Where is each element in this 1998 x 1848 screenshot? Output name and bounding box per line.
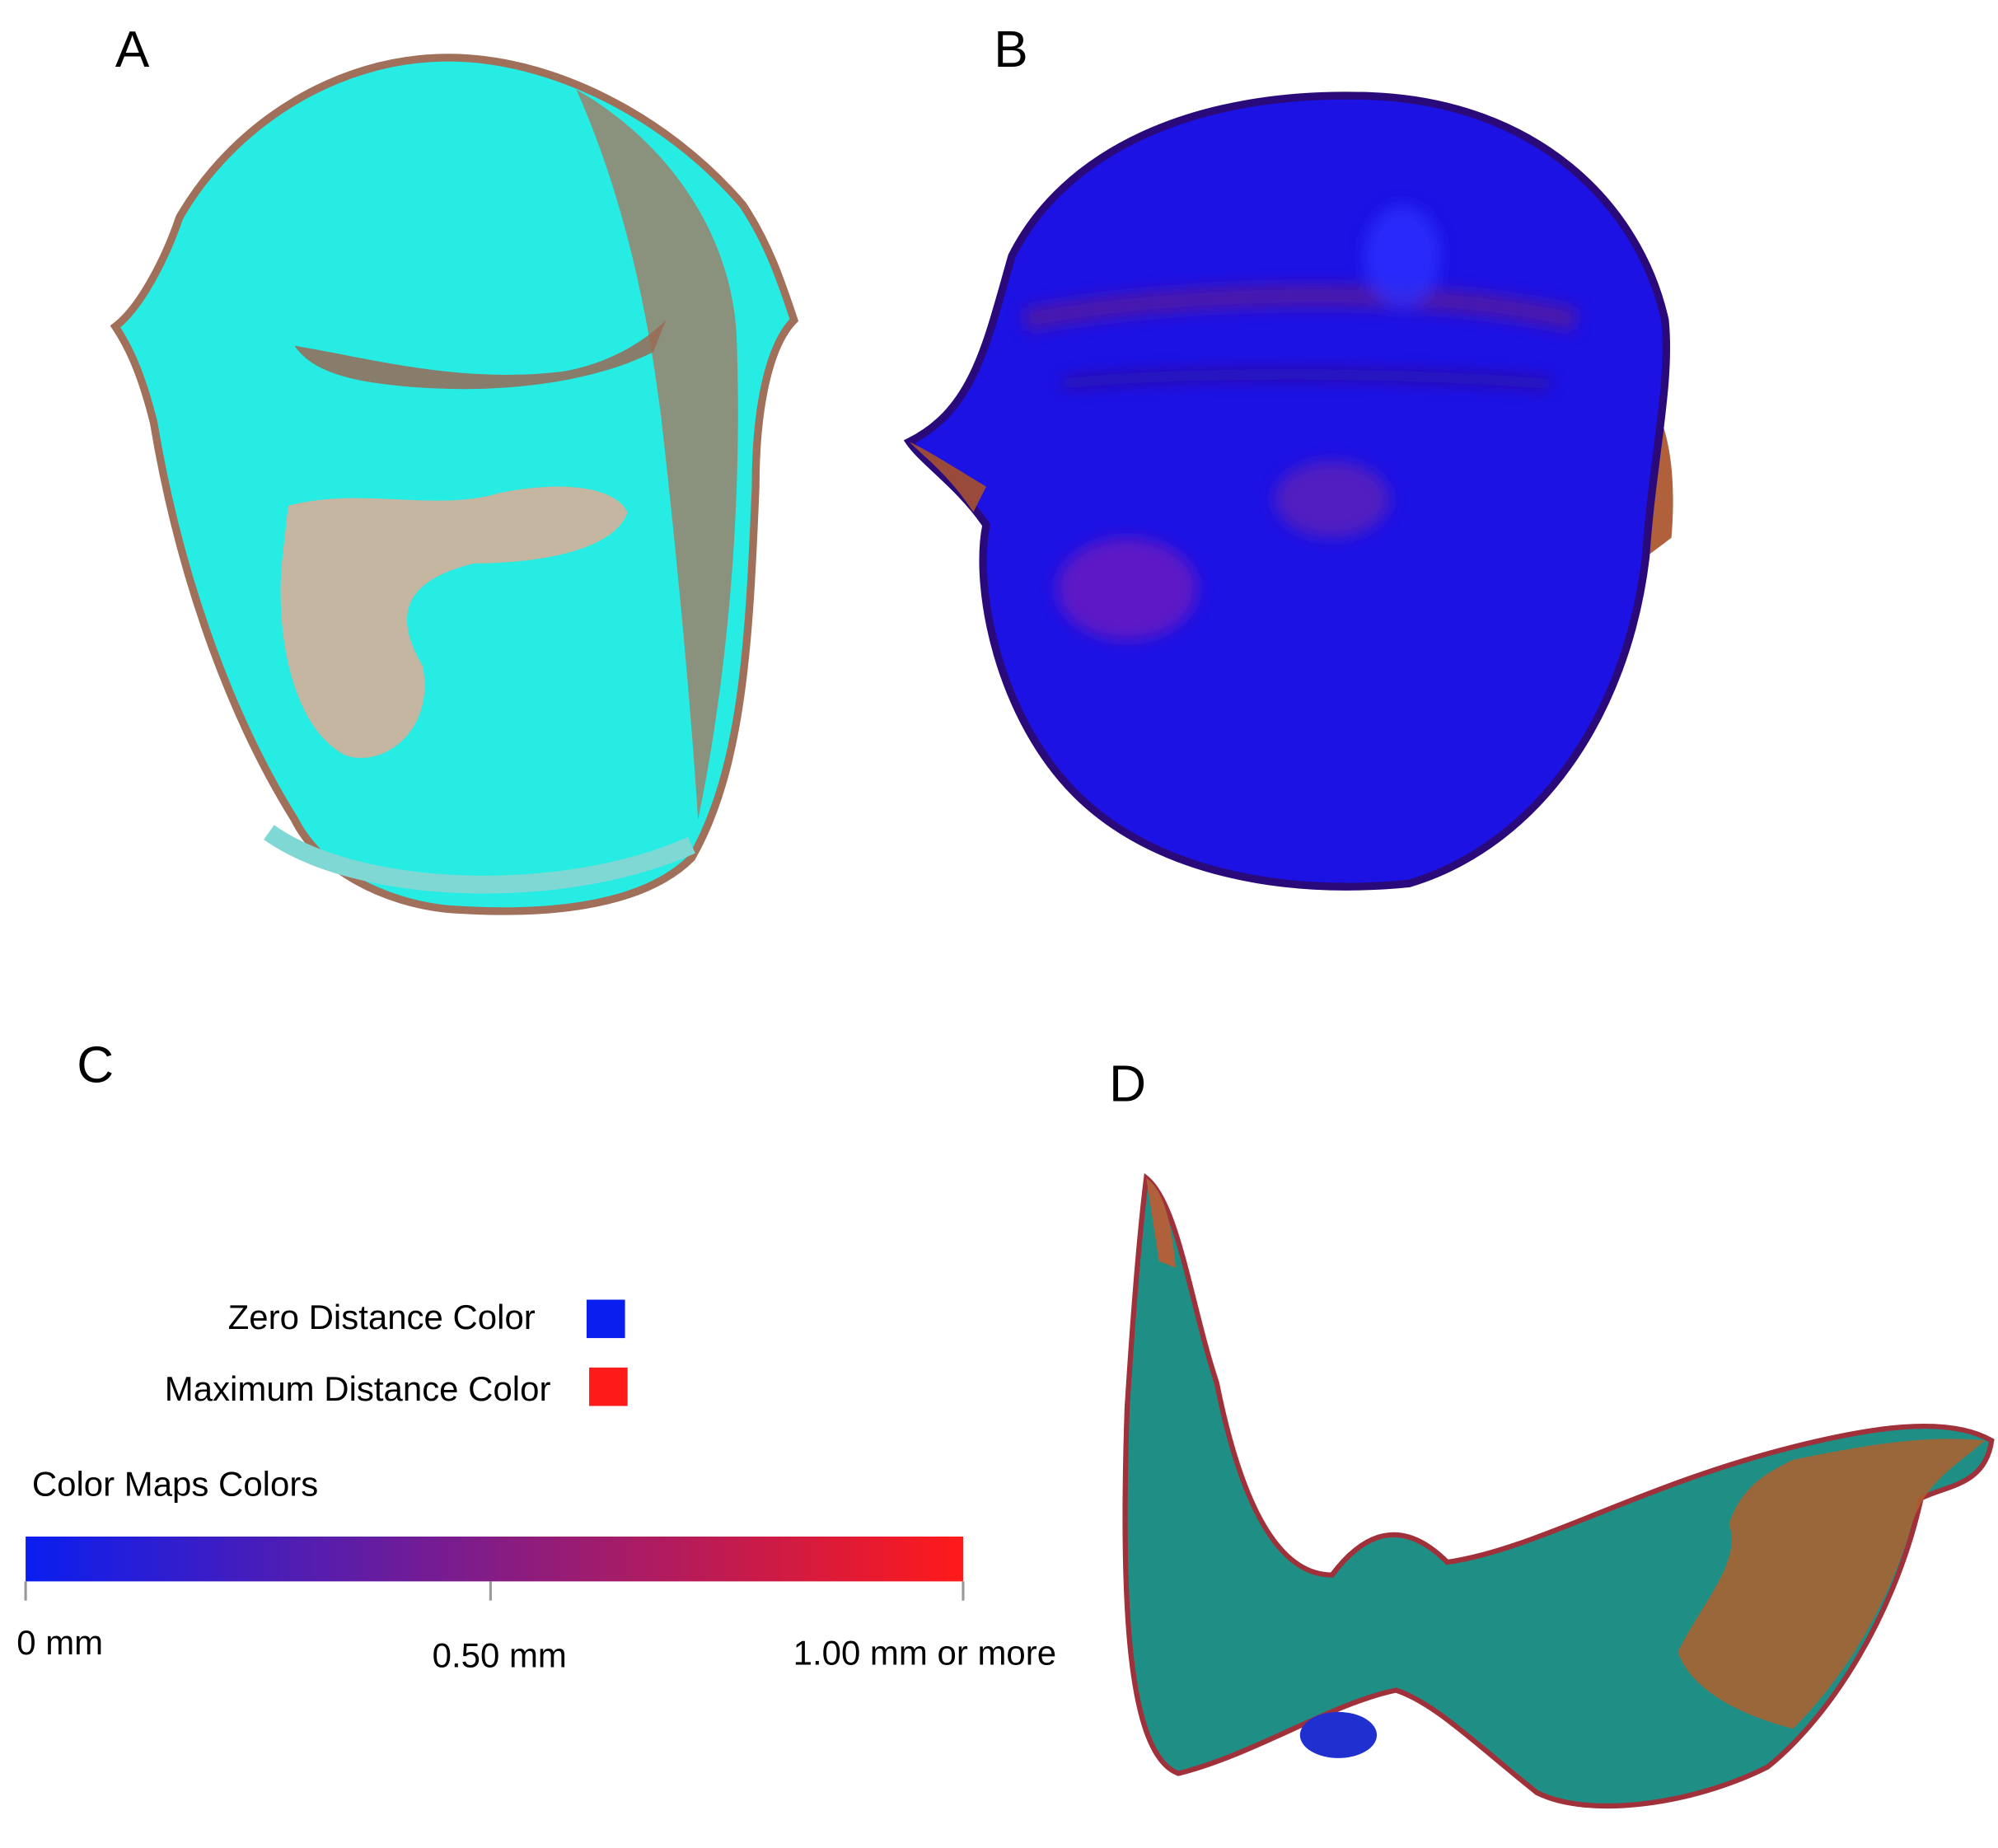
max-label: Maximum Distance Color [165, 1369, 551, 1408]
zero-swatch [586, 1299, 625, 1339]
model-a [110, 54, 799, 915]
panel-label: C [77, 1036, 114, 1093]
scale-label: 1.00 mm or more [793, 1633, 1056, 1672]
panel-label: A [115, 21, 150, 78]
model-d [1122, 1172, 1995, 1809]
panel-label: B [994, 21, 1027, 78]
panel-label: D [1109, 1056, 1146, 1113]
scale-label: 0 mm [16, 1623, 103, 1662]
color-scale [26, 1537, 963, 1582]
max-swatch [589, 1367, 628, 1406]
scale-label: 0.50 mm [433, 1636, 567, 1675]
zero-label: Zero Distance Color [228, 1298, 536, 1336]
model-b [903, 91, 1673, 891]
scale-title: Color Maps Colors [32, 1464, 318, 1503]
